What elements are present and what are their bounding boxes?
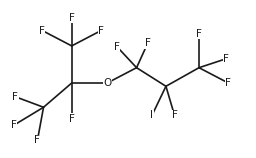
Text: F: F bbox=[223, 54, 229, 64]
Text: F: F bbox=[11, 120, 17, 130]
Text: O: O bbox=[103, 78, 111, 88]
Text: F: F bbox=[114, 42, 120, 52]
Text: F: F bbox=[69, 13, 75, 23]
Text: F: F bbox=[13, 92, 18, 102]
Text: O: O bbox=[103, 78, 111, 88]
Text: F: F bbox=[35, 135, 40, 145]
Text: F: F bbox=[98, 26, 104, 36]
Text: F: F bbox=[196, 29, 202, 39]
Text: F: F bbox=[172, 110, 177, 120]
Text: F: F bbox=[145, 39, 151, 49]
Text: I: I bbox=[151, 110, 154, 120]
Text: F: F bbox=[39, 26, 45, 36]
Text: F: F bbox=[226, 78, 231, 88]
Text: F: F bbox=[69, 114, 75, 124]
